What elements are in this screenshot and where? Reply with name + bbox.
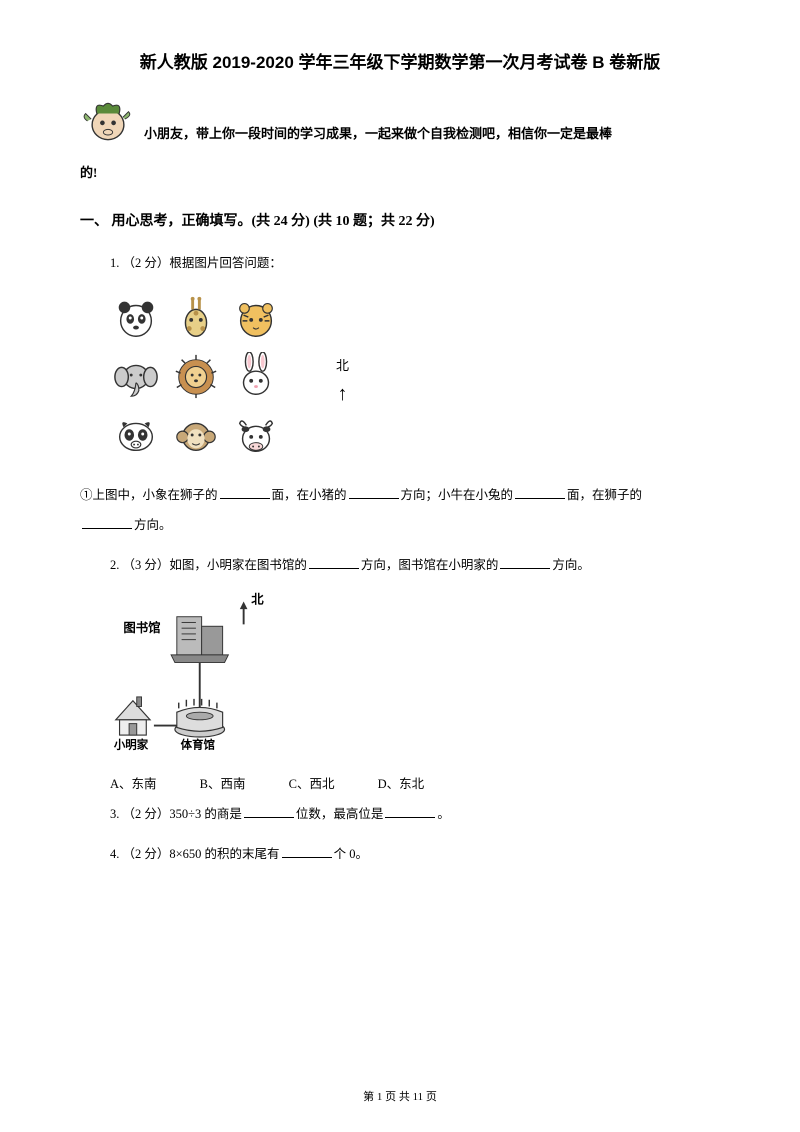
north-label: 北 [336,355,349,374]
q2-text-2: 方向，图书馆在小明家的 [361,558,499,572]
q3-text-3: 。 [437,807,450,821]
q1-stem: 1. （2 分）根据图片回答问题： [110,248,720,278]
intro-tail: 的! [80,157,720,188]
option-d: D、东北 [378,777,425,791]
q3-text-2: 位数，最高位是 [296,807,384,821]
intro-text: 小朋友，带上你一段时间的学习成果，一起来做个自我检测吧，相信你一定是最棒 [144,118,720,149]
q4-text-1: 4. （2 分）8×650 的积的末尾有 [110,847,280,861]
mascot-icon [80,93,136,149]
blank [385,804,435,818]
q3-text-1: 3. （2 分）350÷3 的商是 [110,807,242,821]
animal-tiger-icon [230,292,282,344]
animal-monkey-icon [170,408,222,460]
animals-grid [110,292,282,466]
blank [82,515,132,529]
q1-text-5: 方向。 [134,518,172,532]
blank [500,555,550,569]
blank [349,485,399,499]
library-icon [171,617,228,663]
q2-stem: 2. （3 分）如图，小明家在图书馆的 方向，图书馆在小明家的 方向。 [110,550,720,580]
home-icon [116,697,150,735]
map-home-label: 小明家 [113,738,149,752]
map-library-label: 图书馆 [123,620,160,635]
map-north-label: 北 [251,592,264,607]
option-c: C、西北 [289,777,335,791]
q1-text-1: ①上图中，小象在狮子的 [80,488,218,502]
animal-elephant-icon [110,350,162,402]
intro-row: 小朋友，带上你一段时间的学习成果，一起来做个自我检测吧，相信你一定是最棒 [80,93,720,149]
q2-text-1: 2. （3 分）如图，小明家在图书馆的 [110,558,307,572]
animal-panda-icon [110,292,162,344]
animal-cow-icon [230,408,282,460]
animal-pig-icon [110,408,162,460]
map-stadium-label: 体育馆 [181,738,215,752]
option-a: A、东南 [110,777,157,791]
q2-options: A、东南 B、西南 C、西北 D、东北 [110,771,720,799]
north-arrow-icon: ↑ [336,384,349,404]
q1-text-4: 面，在狮子的 [567,488,642,502]
q1-text-2: 面，在小猪的 [272,488,347,502]
q1-animals-figure: 北 ↑ [110,292,720,466]
blank [220,485,270,499]
q4-text-2: 个 0。 [334,847,368,861]
q3-stem: 3. （2 分）350÷3 的商是 位数，最高位是 。 [110,799,720,829]
q1-text-3: 方向；小牛在小兔的 [401,488,514,502]
blank [244,804,294,818]
animal-lion-icon [170,350,222,402]
north-indicator: 北 ↑ [336,355,349,404]
animal-giraffe-icon [170,292,222,344]
exam-title: 新人教版 2019-2020 学年三年级下学期数学第一次月考试卷 B 卷新版 [80,48,720,73]
page-footer: 第 1 页 共 11 页 [0,1088,800,1104]
blank [282,844,332,858]
animal-rabbit-icon [230,350,282,402]
q1-body: ①上图中，小象在狮子的 面，在小猪的 方向；小牛在小兔的 面，在狮子的方向。 [80,480,720,540]
section-1-header: 一、 用心思考，正确填写。(共 24 分) (共 10 题；共 22 分) [80,210,720,230]
q4-stem: 4. （2 分）8×650 的积的末尾有 个 0。 [110,839,720,869]
blank [309,555,359,569]
blank [515,485,565,499]
q2-map-figure: 北 图书馆 小明家 体育馆 [110,590,320,757]
q2-text-3: 方向。 [552,558,590,572]
option-b: B、西南 [200,777,246,791]
